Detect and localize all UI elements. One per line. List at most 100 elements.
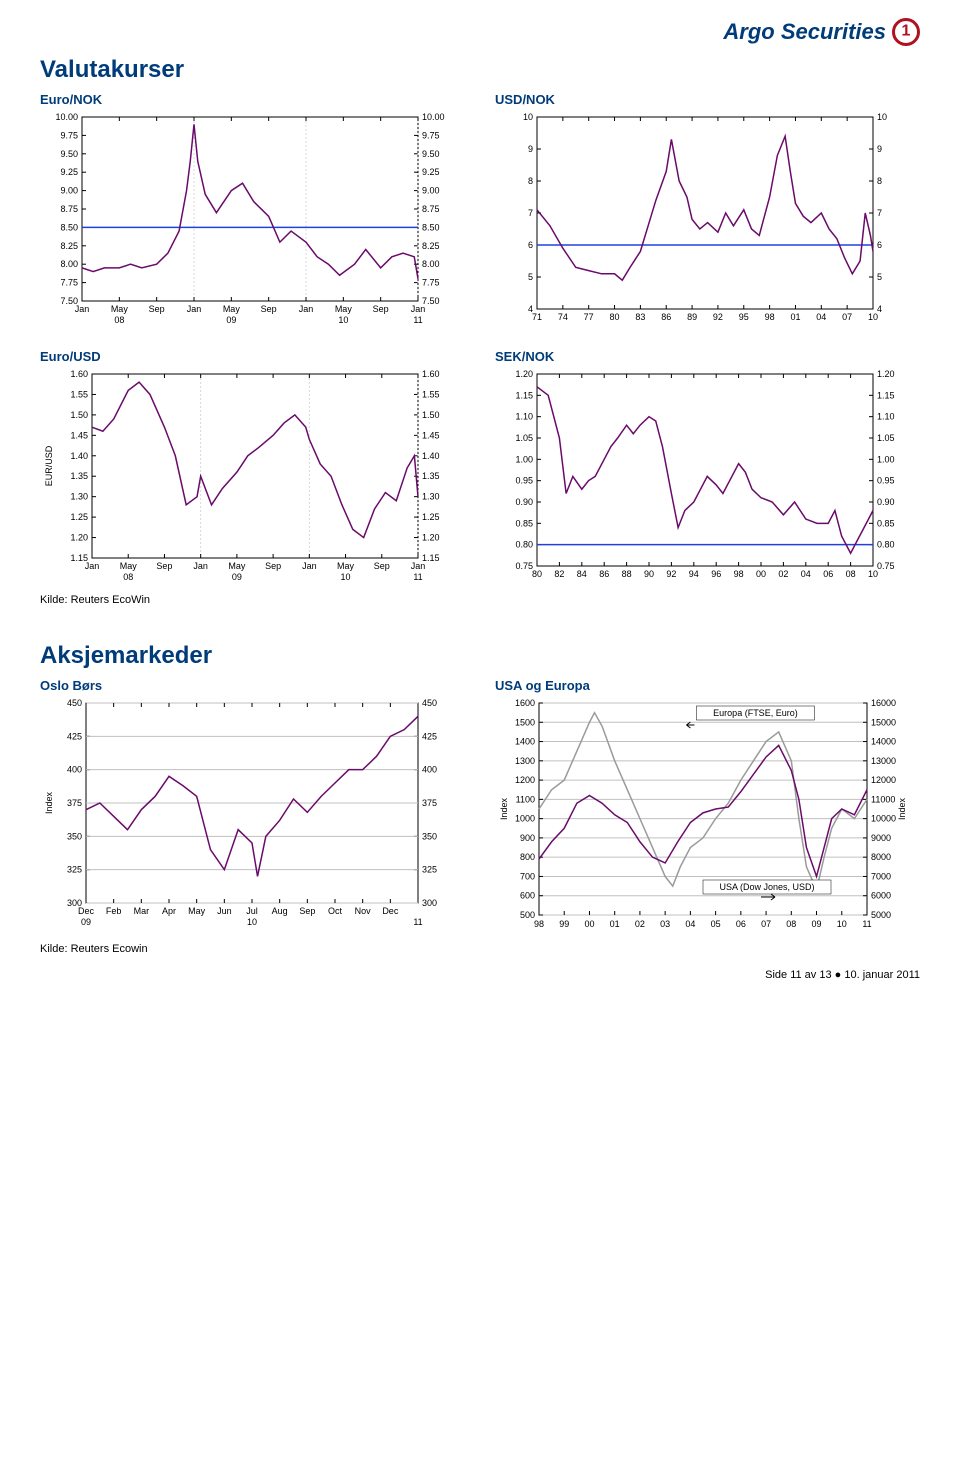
svg-text:09: 09 [232,572,242,582]
svg-text:7000: 7000 [871,871,891,881]
svg-text:Jan: Jan [75,304,90,314]
svg-text:Jan: Jan [302,561,317,571]
svg-text:98: 98 [765,312,775,322]
svg-text:1.35: 1.35 [70,471,88,481]
svg-text:02: 02 [635,919,645,929]
brand-logo: Argo Securities [723,18,920,46]
svg-text:0.75: 0.75 [877,561,895,571]
svg-text:15000: 15000 [871,717,896,727]
svg-text:8000: 8000 [871,852,891,862]
svg-text:9.75: 9.75 [422,130,440,140]
svg-text:9.00: 9.00 [60,186,78,196]
svg-text:1.30: 1.30 [422,492,440,502]
svg-text:800: 800 [520,852,535,862]
svg-text:Jan: Jan [85,561,100,571]
svg-text:09: 09 [812,919,822,929]
page-footer: Side 11 av 13 ● 10. januar 2011 [765,969,920,981]
brand-name: Argo Securities [723,19,886,45]
svg-text:9000: 9000 [871,833,891,843]
svg-text:5000: 5000 [871,910,891,920]
chart-svg: 3003003253253503503753754004004254254504… [40,697,460,937]
chart-title: SEK/NOK [495,349,920,364]
svg-text:00: 00 [584,919,594,929]
svg-text:Index: Index [44,791,54,814]
svg-text:84: 84 [577,569,587,579]
svg-text:May: May [120,561,138,571]
svg-text:350: 350 [67,831,82,841]
svg-text:6000: 6000 [871,891,891,901]
svg-text:01: 01 [610,919,620,929]
svg-text:1.50: 1.50 [422,410,440,420]
svg-text:Dec: Dec [382,906,399,916]
svg-text:0.95: 0.95 [515,476,533,486]
svg-text:Sep: Sep [149,304,165,314]
svg-text:1.45: 1.45 [422,430,440,440]
svg-text:7.75: 7.75 [422,278,440,288]
svg-text:May: May [223,304,241,314]
svg-text:0.85: 0.85 [877,518,895,528]
svg-text:10: 10 [837,919,847,929]
svg-text:700: 700 [520,871,535,881]
chart-eur-nok: Euro/NOK 7.507.507.757.758.008.008.258.2… [40,92,465,331]
svg-text:Jun: Jun [217,906,232,916]
svg-text:9: 9 [528,144,533,154]
svg-text:EUR/USD: EUR/USD [44,445,54,486]
svg-text:1.00: 1.00 [877,454,895,464]
svg-text:10: 10 [341,572,351,582]
svg-text:1200: 1200 [515,775,535,785]
svg-text:Index: Index [499,797,509,820]
svg-text:1.55: 1.55 [422,389,440,399]
svg-text:0.80: 0.80 [877,540,895,550]
svg-text:1.20: 1.20 [422,533,440,543]
svg-text:0.90: 0.90 [515,497,533,507]
svg-text:12000: 12000 [871,775,896,785]
svg-text:92: 92 [666,569,676,579]
svg-text:Jan: Jan [193,561,208,571]
svg-text:80: 80 [610,312,620,322]
svg-text:08: 08 [114,315,124,325]
svg-text:Jan: Jan [411,561,426,571]
svg-text:5: 5 [877,272,882,282]
chart-title: USD/NOK [495,92,920,107]
svg-text:1.15: 1.15 [515,390,533,400]
svg-text:7: 7 [877,208,882,218]
svg-text:10.00: 10.00 [422,112,445,122]
svg-text:98: 98 [734,569,744,579]
svg-text:88: 88 [622,569,632,579]
svg-text:07: 07 [842,312,852,322]
svg-text:86: 86 [661,312,671,322]
svg-text:375: 375 [67,798,82,808]
svg-text:7: 7 [528,208,533,218]
svg-text:1.35: 1.35 [422,471,440,481]
svg-text:04: 04 [801,569,811,579]
svg-text:Jan: Jan [299,304,314,314]
fx-grid: Euro/NOK 7.507.507.757.758.008.008.258.2… [40,92,920,606]
svg-text:1.05: 1.05 [877,433,895,443]
svg-text:May: May [228,561,246,571]
svg-text:8.25: 8.25 [60,241,78,251]
svg-text:Nov: Nov [355,906,372,916]
svg-text:11: 11 [862,919,871,929]
svg-text:1.60: 1.60 [422,369,440,379]
svg-text:96: 96 [711,569,721,579]
section-title-eq: Aksjemarkeder [40,642,920,670]
svg-text:1.20: 1.20 [70,533,88,543]
svg-text:Sep: Sep [374,561,390,571]
svg-text:6: 6 [528,240,533,250]
svg-text:1500: 1500 [515,717,535,727]
svg-text:95: 95 [739,312,749,322]
svg-text:8.50: 8.50 [60,222,78,232]
svg-text:11: 11 [413,917,422,927]
svg-text:375: 375 [422,798,437,808]
chart-usa-eu: USA og Europa 50060070080090010001100120… [495,678,920,955]
svg-text:10: 10 [247,917,257,927]
svg-text:00: 00 [756,569,766,579]
svg-text:9.25: 9.25 [422,167,440,177]
svg-text:90: 90 [644,569,654,579]
svg-text:03: 03 [660,919,670,929]
chart-svg: 4455667788991010717477808386899295980104… [495,111,915,331]
chart-svg: 1.151.151.201.201.251.251.301.301.351.35… [40,368,460,588]
svg-text:06: 06 [823,569,833,579]
svg-text:08: 08 [786,919,796,929]
svg-text:1300: 1300 [515,756,535,766]
